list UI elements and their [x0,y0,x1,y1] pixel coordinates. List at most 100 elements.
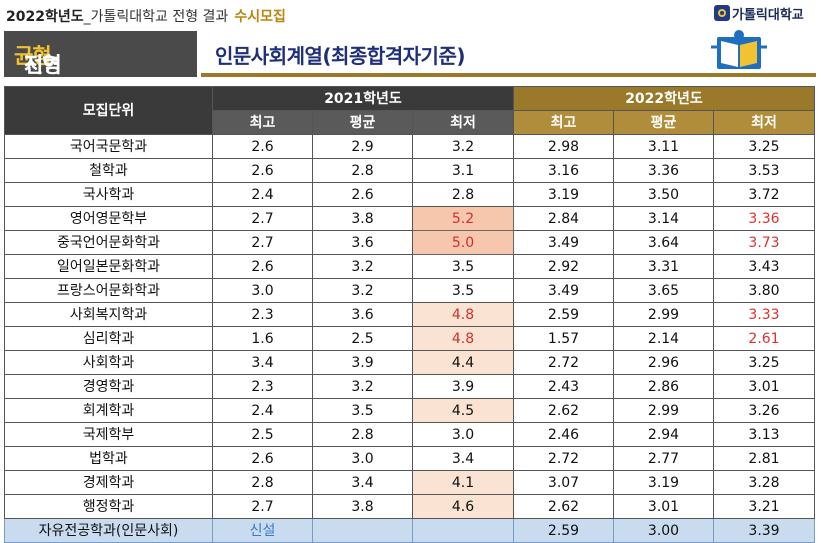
table-row: 사회복지학과 2.3 3.6 4.8 2.59 2.99 3.33 [4,302,815,327]
table-row: 국어국문학과 2.6 2.9 3.2 2.98 3.11 3.25 [4,134,815,159]
score-cell: 3.9 [412,374,514,399]
department-name: 사회복지학과 [4,302,213,327]
department-name: 사회학과 [4,350,213,375]
score-cell: 2.7 [212,494,313,519]
score-cell: 4.4 [412,350,514,375]
score-cell: 3.33 [713,302,815,327]
department-name: 법학과 [4,446,213,471]
table-row: 사회학과 3.4 3.9 4.4 2.72 2.96 3.25 [4,350,815,375]
score-cell: 3.0 [412,422,514,447]
score-cell: 2.8 [312,422,413,447]
score-cell: 3.1 [412,158,514,183]
score-cell: 2.8 [412,182,514,207]
score-cell: 3.31 [613,254,714,279]
score-cell: 2.5 [212,422,313,447]
department-name: 국제학부 [4,422,213,447]
table-row: 경영학과 2.3 3.2 3.9 2.43 2.86 3.01 [4,374,815,399]
score-cell: 4.6 [412,494,514,519]
score-cell: 2.6 [212,134,313,159]
score-cell: 3.2 [412,134,514,159]
unit-header: 모집단위 [4,86,213,135]
score-cell: 3.43 [713,254,815,279]
score-cell: 4.1 [412,470,514,495]
table-body: 국어국문학과 2.6 2.9 3.2 2.98 3.11 3.25 철학과 2.6 2.8 3.1 3… [4,134,815,543]
type-part2: 균형 [14,44,52,68]
table-row: 중국언어문화학과 2.7 3.6 5.0 3.49 3.64 3.73 [4,230,815,255]
score-cell: 1.57 [513,326,614,351]
year-2022-header: 2022학년도 [513,86,815,111]
score-cell: 3.25 [713,350,815,375]
empty-cell [412,518,514,543]
table-row-new-department: 자유전공학과(인문사회) 신설 2.59 3.00 3.39 [4,518,815,543]
score-cell: 3.8 [312,206,413,231]
department-name: 일어일본문화학과 [4,254,213,279]
table-row: 회계학과 2.4 3.5 4.5 2.62 2.99 3.26 [4,398,815,423]
title-year: 2022학년도 [6,9,84,25]
category-title-box: 인문사회계열(최종합격자기준) [201,30,816,77]
score-cell: 3.36 [613,158,714,183]
score-cell: 2.46 [513,422,614,447]
score-cell: 3.11 [613,134,714,159]
score-cell: 3.6 [312,302,413,327]
score-cell: 3.49 [513,230,614,255]
table-row: 심리학과 1.6 2.5 4.8 1.57 2.14 2.61 [4,326,815,351]
score-cell: 2.59 [513,518,614,543]
score-cell: 2.8 [312,158,413,183]
department-name: 영어영문학부 [4,206,213,231]
empty-cell [312,518,413,543]
admission-type-label: 지역 균형 전형 [4,31,197,77]
year-2021-header: 2021학년도 [212,86,514,111]
results-table: 모집단위 2021학년도 2022학년도 최고 평균 최저 최고 평균 최저 국… [4,86,815,543]
table-row: 행정학과 2.7 3.8 4.6 2.62 3.01 3.21 [4,494,815,519]
col-header: 최저 [713,110,815,135]
score-cell: 3.80 [713,278,815,303]
score-cell: 3.19 [513,182,614,207]
score-cell: 2.43 [513,374,614,399]
score-cell: 2.61 [713,326,815,351]
col-header: 최저 [412,110,514,135]
university-logo: 가톨릭대학교 [714,2,804,24]
score-cell: 2.4 [212,398,313,423]
table-row: 국사학과 2.4 2.6 2.8 3.19 3.50 3.72 [4,182,815,207]
department-name: 프랑스어문화학과 [4,278,213,303]
score-cell: 2.6 [212,158,313,183]
score-cell: 2.6 [212,446,313,471]
logo-emblem-icon [714,5,730,21]
score-cell: 2.81 [713,446,815,471]
score-cell: 2.4 [212,182,313,207]
type-part3: 전형 [24,53,62,77]
department-name: 자유전공학과(인문사회) [4,518,213,543]
department-name: 행정학과 [4,494,213,519]
score-cell: 2.59 [513,302,614,327]
score-cell: 3.4 [412,446,514,471]
table-row: 국제학부 2.5 2.8 3.0 2.46 2.94 3.13 [4,422,815,447]
score-cell: 2.3 [212,374,313,399]
table-row: 법학과 2.6 3.0 3.4 2.72 2.77 2.81 [4,446,815,471]
score-cell: 2.8 [212,470,313,495]
score-cell: 3.5 [312,398,413,423]
col-header: 평균 [312,110,413,135]
score-cell: 1.6 [212,326,313,351]
type-part1: 지역 [24,53,62,77]
score-cell: 3.0 [312,446,413,471]
score-cell: 2.62 [513,398,614,423]
score-cell: 2.96 [613,350,714,375]
score-cell: 2.94 [613,422,714,447]
score-cell: 4.8 [412,326,514,351]
score-cell: 4.5 [412,398,514,423]
score-cell: 3.49 [513,278,614,303]
score-cell: 3.25 [713,134,815,159]
score-cell: 3.36 [713,206,815,231]
score-cell: 4.8 [412,302,514,327]
score-cell: 2.62 [513,494,614,519]
score-cell: 2.86 [613,374,714,399]
score-cell: 3.21 [713,494,815,519]
score-cell: 3.65 [613,278,714,303]
score-cell: 2.6 [312,182,413,207]
score-cell: 3.53 [713,158,815,183]
top-bar: 2022학년도_가톨릭대학교 전형 결과 수시모집 가톨릭대학교 [0,0,821,28]
score-cell: 3.2 [312,374,413,399]
section-banner: 지역 균형 전형 인문사회계열(최종합격자기준) [4,30,816,77]
score-cell: 2.3 [212,302,313,327]
score-cell: 3.2 [312,278,413,303]
